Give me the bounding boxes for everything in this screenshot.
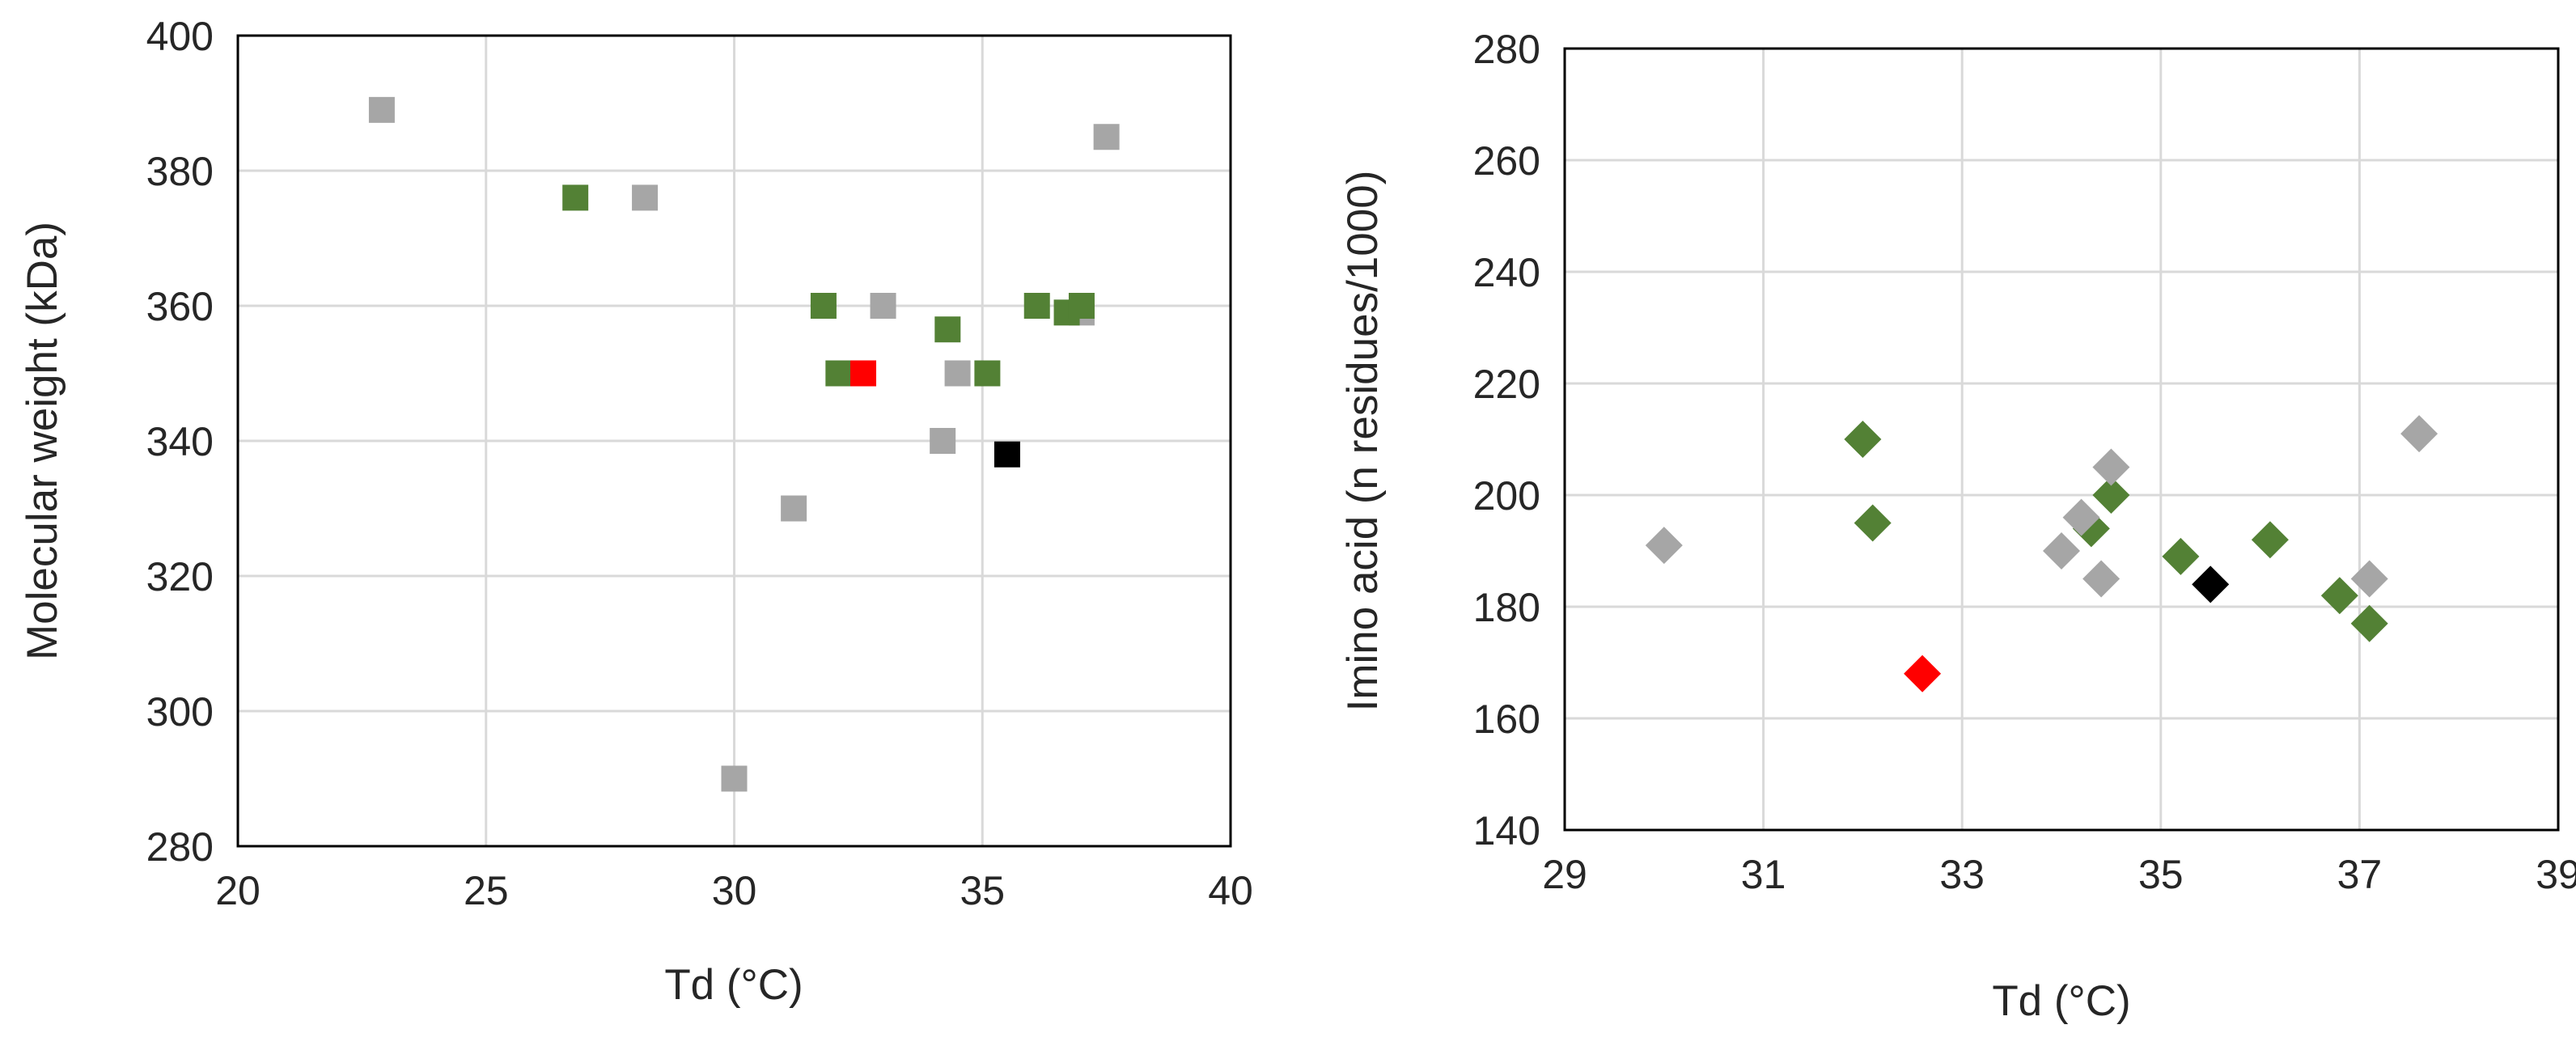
y-tick-label: 280 (1473, 27, 1540, 72)
data-point-diamond (1645, 527, 1683, 565)
y-tick-label: 140 (1473, 808, 1540, 853)
y-tick-label: 220 (1473, 362, 1540, 407)
x-tick-label: 40 (1208, 868, 1253, 913)
data-points (368, 96, 1120, 792)
x-tick-label: 33 (1939, 852, 1985, 897)
gridlines (236, 34, 1232, 848)
data-point-square (994, 441, 1020, 468)
y-axis-title: Imino acid (n residues/1000) (1339, 171, 1387, 712)
plot-area-frame (236, 34, 1232, 848)
data-point-square (870, 293, 896, 319)
data-point-diamond (2082, 560, 2121, 598)
data-point-diamond (2400, 415, 2438, 453)
chart-molecular-weight: 20 25 30 35 40 280 300 320 340 360 380 400 Td (°C) … (19, 14, 1253, 1009)
data-point-diamond (2092, 476, 2130, 514)
y-tick-label: 260 (1473, 138, 1540, 184)
chart-imino-acid-svg: 29 31 33 35 37 39 140 160 180 200 220 240 260 280 Td … (1339, 27, 2576, 1025)
x-tick-label: 35 (960, 868, 1005, 913)
data-point-diamond (2251, 521, 2289, 559)
data-point-square (1093, 124, 1120, 150)
data-point-square (974, 360, 1001, 387)
x-tick-label: 20 (215, 868, 261, 913)
y-tick-label: 200 (1473, 473, 1540, 519)
y-tick-label: 360 (146, 284, 214, 329)
y-tick-label: 240 (1473, 250, 1540, 295)
data-point-square (934, 316, 961, 343)
x-tick-label: 37 (2337, 852, 2383, 897)
data-point-square (1068, 293, 1095, 319)
y-tick-label: 300 (146, 689, 214, 735)
x-tick-label: 35 (2138, 852, 2184, 897)
x-tick-label: 30 (712, 868, 757, 913)
data-point-square (368, 96, 395, 123)
y-tick-label: 280 (146, 824, 214, 870)
data-point-diamond (2092, 448, 2130, 486)
data-point-diamond (1904, 654, 1942, 692)
data-point-diamond (2062, 498, 2100, 536)
data-point-diamond (2192, 565, 2230, 603)
data-point-square (825, 360, 852, 387)
x-axis-title: Td (°C) (664, 961, 803, 1009)
plot-area-frame (1563, 47, 2560, 832)
tick-labels: 29 31 33 35 37 39 140 160 180 200 220 240 260 280 (1473, 27, 2576, 897)
y-tick-label: 380 (146, 149, 214, 194)
data-point-square (1023, 293, 1050, 319)
data-point-diamond (2350, 560, 2388, 598)
y-tick-label: 400 (146, 14, 214, 59)
data-point-square (721, 765, 748, 792)
x-axis-title: Td (°C) (1992, 977, 2130, 1025)
y-tick-label: 160 (1473, 697, 1540, 742)
data-point-diamond (2043, 532, 2080, 570)
chart-imino-acid: 29 31 33 35 37 39 140 160 180 200 220 240 260 280 Td … (1288, 0, 2576, 1046)
data-point-square (944, 360, 971, 387)
data-point-diamond (2162, 537, 2200, 575)
data-point-diamond (1854, 504, 1892, 542)
y-axis-title: Molecular weight (kDa) (19, 222, 66, 660)
y-tick-label: 320 (146, 554, 214, 599)
data-point-square (632, 184, 659, 211)
data-point-square (562, 184, 589, 211)
data-points (1645, 415, 2438, 692)
x-tick-label: 31 (1741, 852, 1786, 897)
data-point-square (930, 428, 956, 454)
data-point-square (781, 495, 807, 522)
x-tick-label: 39 (2536, 852, 2576, 897)
tick-labels: 20 25 30 35 40 280 300 320 340 360 380 400 (146, 14, 1253, 913)
data-point-diamond (2350, 604, 2388, 642)
data-point-square (850, 360, 877, 387)
data-point-diamond (1844, 421, 1882, 458)
data-point-diamond (2320, 577, 2358, 615)
data-point-square (810, 293, 837, 319)
x-tick-label: 25 (464, 868, 509, 913)
y-tick-label: 340 (146, 419, 214, 464)
y-tick-label: 180 (1473, 585, 1540, 630)
x-tick-label: 29 (1542, 852, 1587, 897)
